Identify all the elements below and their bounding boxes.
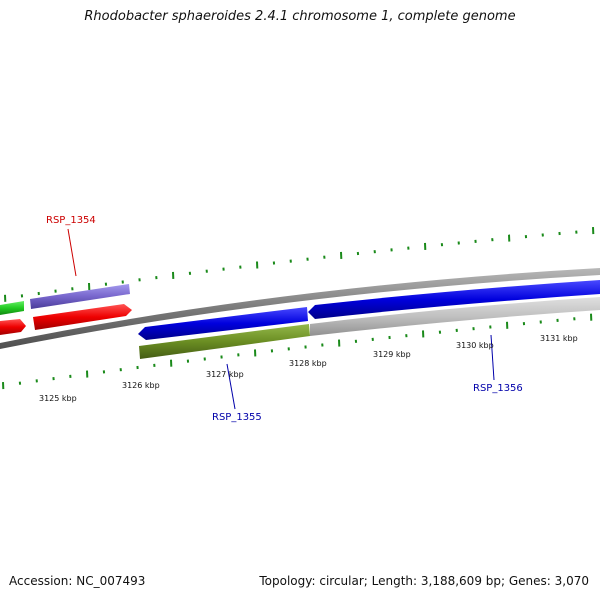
gene-label-rsp-1355: RSP_1355 [212, 412, 262, 423]
leader-line-rsp-1355 [226, 363, 236, 410]
scale-label: 3131 kbp [540, 334, 578, 343]
gene-track [0, 280, 600, 359]
outer-tick-ring [4, 227, 595, 302]
leader-line-rsp-1354 [67, 228, 77, 277]
gene-rsp-1354-purple [30, 284, 130, 309]
gene-red-main [33, 304, 132, 330]
gene-label-rsp-1356: RSP_1356 [473, 383, 523, 394]
map-title: Rhodobacter sphaeroides 2.4.1 chromosome… [84, 9, 516, 24]
inner-tick-ring [2, 313, 593, 390]
scale-label: 3128 kbp [289, 359, 327, 368]
gene-rsp-1356-blue [308, 280, 600, 319]
gene-green-segment [0, 301, 24, 315]
gene-red-left [0, 319, 26, 335]
scale-label: 3125 kbp [39, 394, 77, 403]
scale-label: 3127 kbp [206, 370, 244, 379]
accession-text: Accession: NC_007493 [9, 574, 146, 588]
gene-rsp-1356-gray [310, 297, 600, 336]
scale-label: 3129 kbp [373, 350, 411, 359]
gene-rsp-1355-blue [138, 307, 308, 340]
leader-line-rsp-1356 [490, 334, 495, 381]
gene-rsp-1355-olive [139, 324, 310, 359]
scale-label: 3130 kbp [456, 341, 494, 350]
genome-summary-text: Topology: circular; Length: 3,188,609 bp… [259, 574, 589, 588]
gene-label-rsp-1354: RSP_1354 [46, 215, 96, 226]
genome-backbone [0, 268, 600, 349]
scale-labels: 3125 kbp 3126 kbp 3127 kbp 3128 kbp 3129… [39, 334, 578, 403]
scale-label: 3126 kbp [122, 381, 160, 390]
